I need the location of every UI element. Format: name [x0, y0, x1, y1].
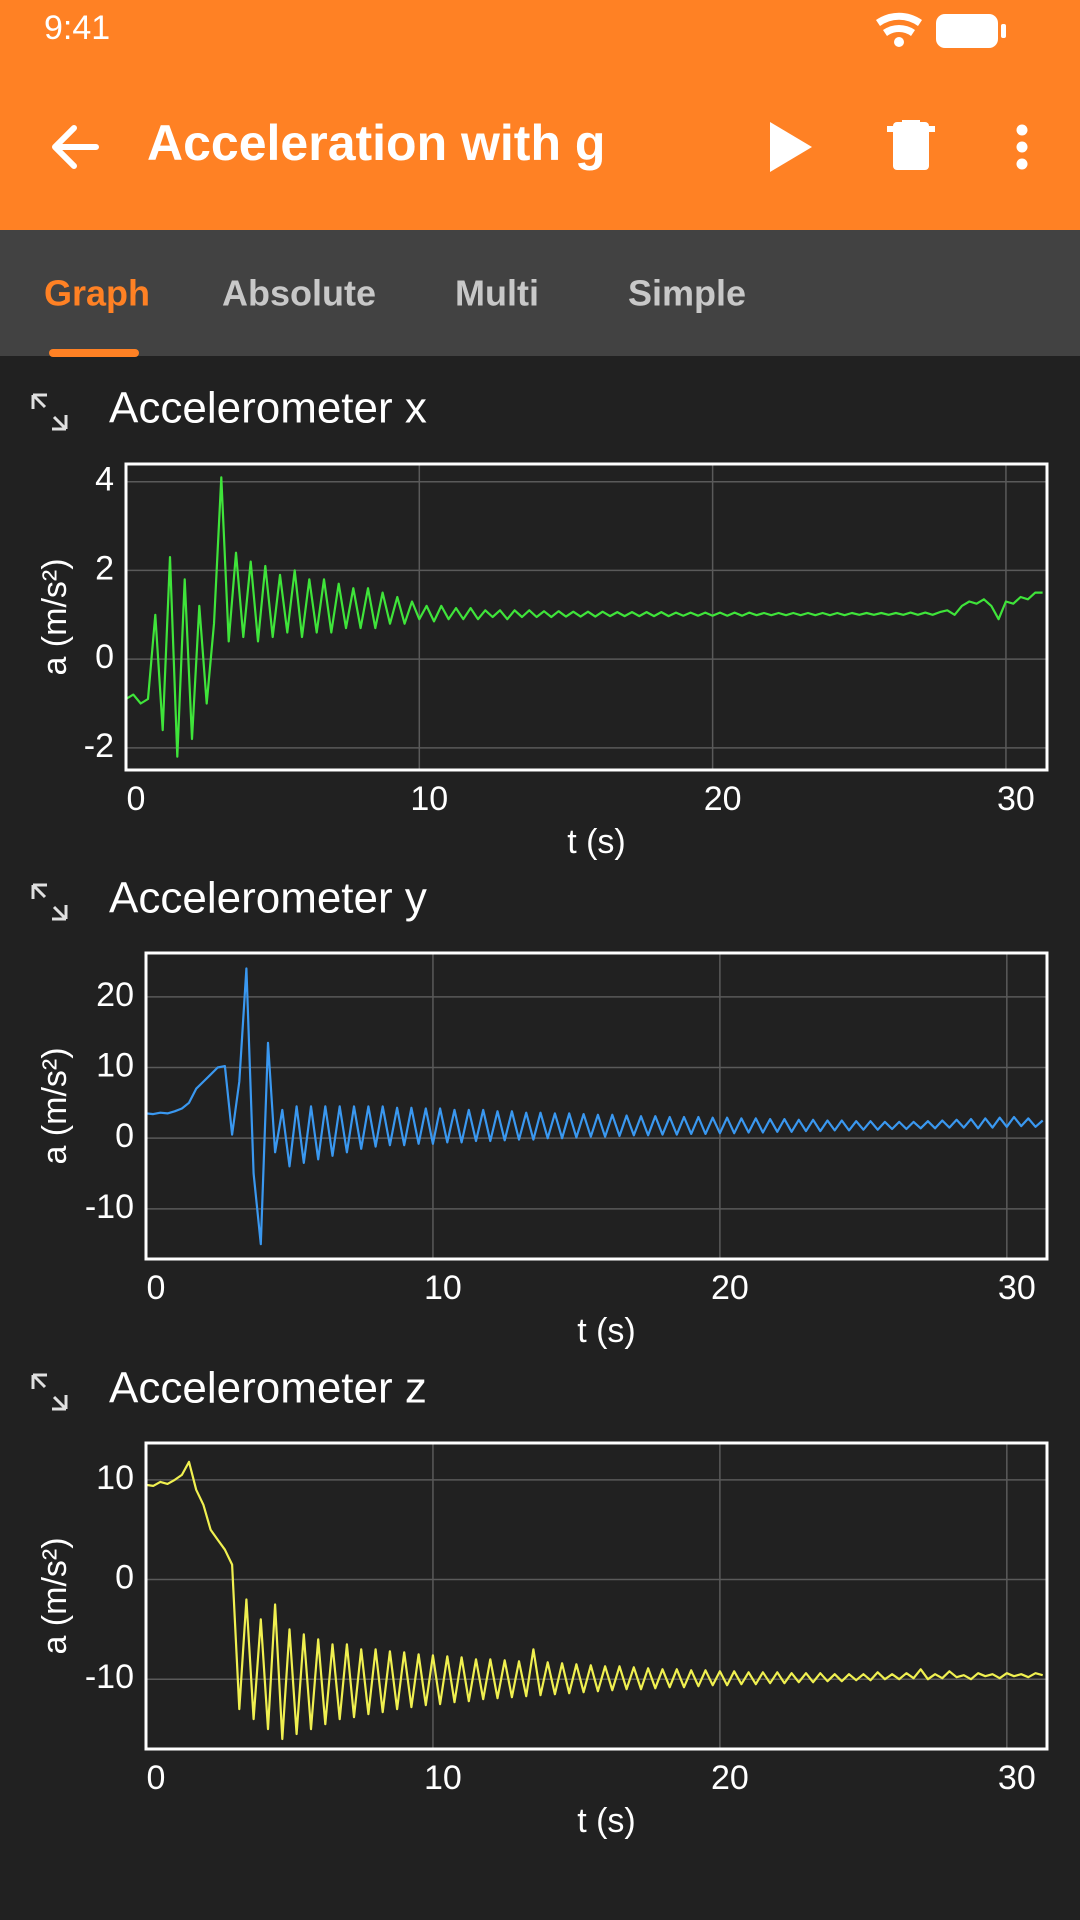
- x-axis-label: t (s): [577, 1802, 636, 1840]
- y-axis-label: a (m/s²): [36, 558, 74, 675]
- data-line: [126, 476, 1043, 758]
- y-tick-label: 0: [115, 1117, 134, 1155]
- tab-bar: [0, 230, 1080, 356]
- y-axis-label: a (m/s²): [36, 1047, 74, 1164]
- y-tick-label: 10: [96, 1459, 134, 1497]
- expand-icon[interactable]: [31, 883, 68, 921]
- data-line: [146, 1460, 1043, 1741]
- tab[interactable]: Multi: [455, 273, 539, 314]
- expand-icon[interactable]: [31, 393, 68, 431]
- plot-frame: [124, 462, 1049, 772]
- tab[interactable]: Graph: [44, 273, 150, 314]
- battery-icon: [936, 14, 1006, 48]
- plot-frame: [144, 1441, 1049, 1751]
- tab-indicator: [49, 349, 139, 357]
- y-tick-label: -2: [84, 727, 114, 765]
- y-tick-label: -10: [85, 1658, 134, 1696]
- status-time: 9:41: [44, 9, 110, 47]
- tab[interactable]: Simple: [628, 273, 746, 314]
- y-axis-label: a (m/s²): [36, 1537, 74, 1654]
- x-tick-label: 20: [711, 1269, 749, 1307]
- more-button[interactable]: [1016, 124, 1028, 170]
- wifi-icon: [876, 12, 922, 47]
- x-axis-label: t (s): [577, 1312, 636, 1350]
- expand-icon[interactable]: [31, 1373, 68, 1411]
- y-tick-label: 4: [95, 461, 114, 499]
- tab[interactable]: Absolute: [222, 273, 376, 314]
- x-tick-label: 10: [424, 1269, 462, 1307]
- play-button[interactable]: [770, 122, 812, 172]
- y-tick-label: 10: [96, 1046, 134, 1084]
- data-line: [146, 967, 1044, 1246]
- y-tick-label: 2: [95, 549, 114, 587]
- x-tick-label: 0: [147, 1759, 166, 1797]
- x-tick-label: 20: [711, 1759, 749, 1797]
- y-tick-label: 20: [96, 976, 134, 1014]
- x-tick-label: 20: [704, 780, 742, 818]
- x-tick-label: 0: [147, 1269, 166, 1307]
- x-tick-label: 30: [997, 780, 1035, 818]
- x-axis-label: t (s): [567, 823, 626, 861]
- y-tick-label: -10: [85, 1188, 134, 1226]
- chart-title: Accelerometer x: [109, 384, 427, 433]
- back-button[interactable]: [52, 125, 99, 169]
- chart-title: Accelerometer z: [109, 1364, 427, 1413]
- x-tick-label: 10: [424, 1759, 462, 1797]
- delete-button[interactable]: [887, 120, 935, 170]
- x-tick-label: 10: [410, 780, 448, 818]
- x-tick-label: 30: [998, 1269, 1036, 1307]
- plot-frame: [144, 951, 1049, 1261]
- y-tick-label: 0: [95, 638, 114, 676]
- y-tick-label: 0: [115, 1559, 134, 1597]
- app-title: Acceleration with g: [147, 115, 605, 171]
- chart-title: Accelerometer y: [109, 874, 427, 923]
- x-tick-label: 30: [998, 1759, 1036, 1797]
- x-tick-label: 0: [127, 780, 146, 818]
